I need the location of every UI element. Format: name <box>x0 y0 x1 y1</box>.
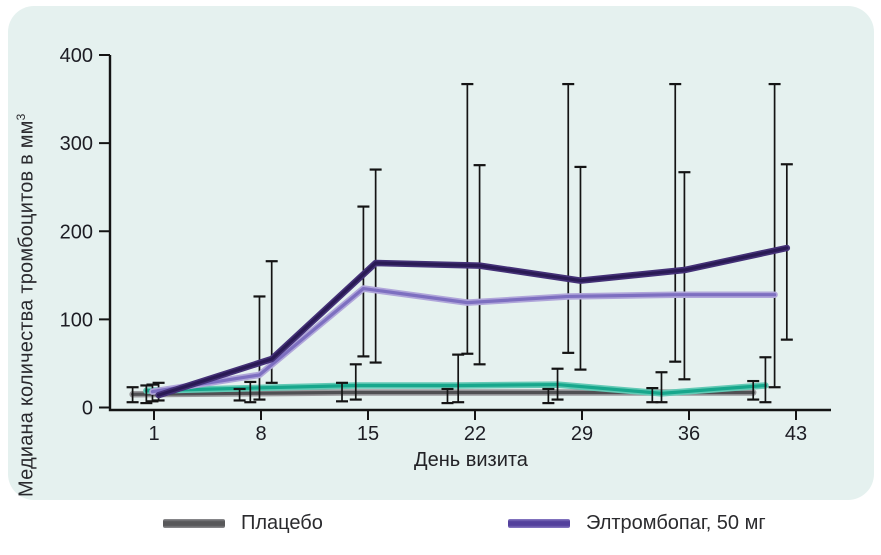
x-tick-label: 8 <box>255 423 266 445</box>
series-line-unlabeled-dark-purple <box>155 244 791 399</box>
error-bars-placebo <box>126 379 760 405</box>
y-axis-title-superscript: 3 <box>14 113 28 121</box>
legend-item-placebo: Плацебо <box>163 512 323 535</box>
y-axis-title: Медиана количества тромбоцитов в мм3 <box>14 5 39 497</box>
y-axis-ticks: 0 100 200 300 400 <box>60 45 110 420</box>
x-tick-label: 22 <box>464 423 486 445</box>
x-tick-label: 1 <box>148 423 159 445</box>
x-axis-ticks: 1 8 15 22 29 36 43 <box>148 410 807 445</box>
error-bars-eltrombopag-50 <box>146 82 781 403</box>
eltrombopag-line-swatch <box>508 519 570 528</box>
legend-label-placebo: Плацебо <box>241 512 323 534</box>
x-tick-label: 43 <box>785 423 807 445</box>
placebo-line-swatch <box>163 519 225 528</box>
y-tick-label: 0 <box>82 398 93 420</box>
x-axis-title: День визита <box>414 449 528 471</box>
x-tick-label: 15 <box>357 423 379 445</box>
x-tick-label: 36 <box>678 423 700 445</box>
chart-card <box>8 6 874 500</box>
legend: Плацебо Элтромбопаг, 50 мг <box>0 512 881 548</box>
series-line-eltrombopag-50 <box>149 285 778 395</box>
y-tick-label: 200 <box>60 221 93 243</box>
x-tick-label: 29 <box>571 423 593 445</box>
legend-label-eltrombopag-50: Элтромбопаг, 50 мг <box>586 512 766 534</box>
y-tick-label: 300 <box>60 133 93 155</box>
y-tick-label: 100 <box>60 309 93 331</box>
axes <box>108 55 831 412</box>
legend-item-eltrombopag-50: Элтромбопаг, 50 мг <box>508 512 766 535</box>
error-bars-unlabeled-teal <box>140 353 772 405</box>
y-tick-label: 400 <box>60 45 93 67</box>
y-axis-title-text: Медиана количества тромбоцитов в мм <box>15 120 38 497</box>
